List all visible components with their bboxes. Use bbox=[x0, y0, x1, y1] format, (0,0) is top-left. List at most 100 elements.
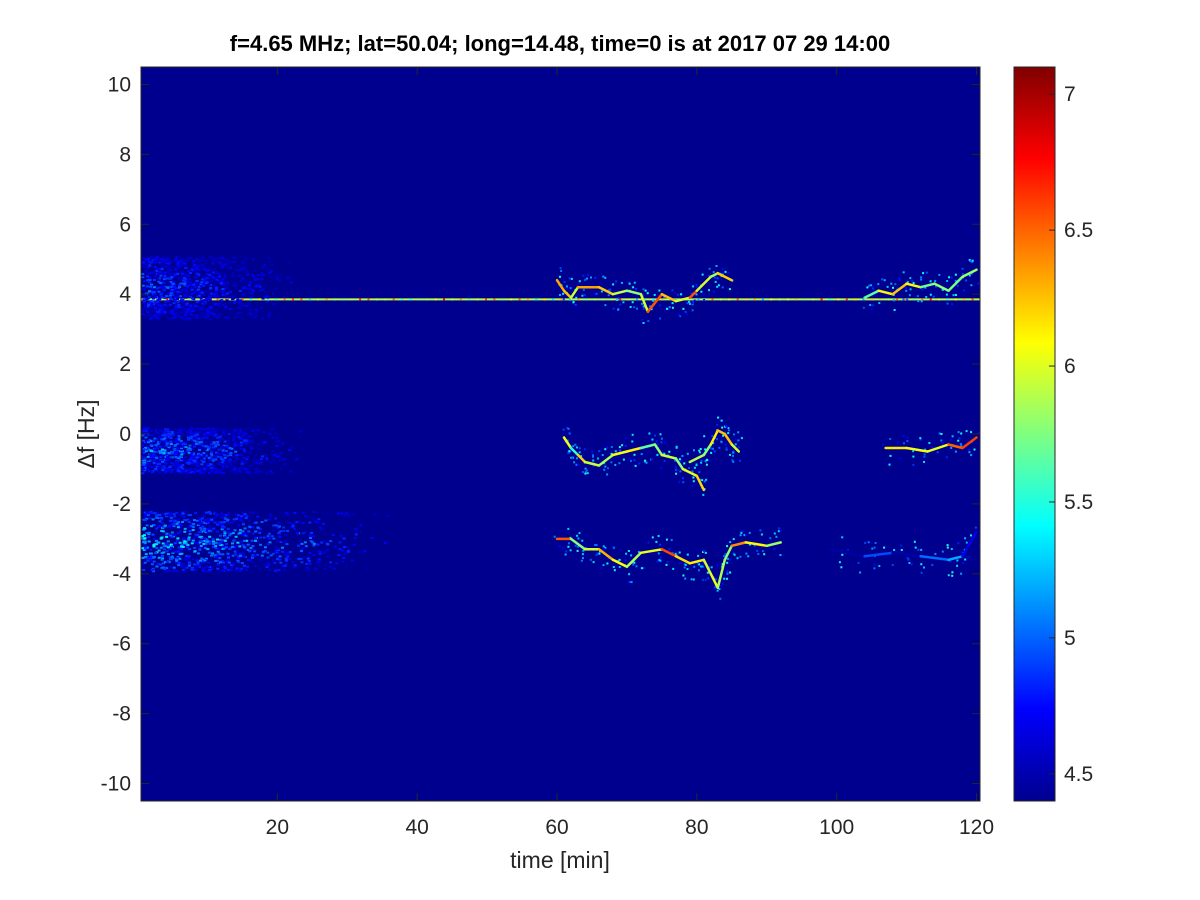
heat-cell bbox=[152, 447, 156, 450]
heat-cell bbox=[153, 512, 157, 515]
heat-cell bbox=[265, 457, 269, 460]
trace-speckle bbox=[700, 565, 703, 568]
heat-cell bbox=[184, 281, 188, 284]
heat-cell bbox=[241, 530, 245, 533]
trace-speckle bbox=[724, 553, 727, 556]
trace-speckle bbox=[970, 431, 973, 434]
trace-speckle bbox=[632, 563, 635, 566]
heat-cell bbox=[280, 550, 284, 553]
trace-speckle bbox=[628, 457, 631, 460]
heat-cell bbox=[214, 547, 218, 550]
x-tick-label: 20 bbox=[266, 816, 289, 839]
heat-cell bbox=[224, 535, 228, 538]
heat-cell bbox=[172, 280, 176, 283]
heat-cell bbox=[162, 551, 166, 554]
heat-cell bbox=[180, 552, 184, 555]
heat-cell bbox=[149, 453, 153, 456]
heat-cell bbox=[242, 456, 246, 459]
heat-cell bbox=[228, 290, 232, 293]
trace-speckle bbox=[690, 292, 693, 295]
trace-speckle bbox=[553, 535, 556, 538]
heat-cell bbox=[197, 437, 201, 440]
heat-cell bbox=[282, 306, 286, 309]
heat-cell bbox=[214, 472, 218, 474]
heat-cell bbox=[227, 258, 231, 261]
heat-cell bbox=[178, 263, 182, 266]
heat-cell bbox=[161, 522, 165, 525]
heat-cell bbox=[175, 259, 179, 262]
heat-cell bbox=[288, 558, 292, 561]
heat-cell bbox=[197, 431, 201, 434]
trace-speckle bbox=[920, 278, 923, 281]
trace-speckle bbox=[668, 548, 671, 551]
heat-cell bbox=[308, 552, 312, 555]
trace-speckle bbox=[946, 544, 949, 547]
heat-cell bbox=[249, 303, 253, 306]
heat-cell bbox=[164, 569, 168, 572]
heat-cell bbox=[258, 567, 262, 570]
heat-cell bbox=[157, 471, 161, 474]
heat-cell bbox=[167, 300, 171, 303]
heat-cell bbox=[241, 277, 245, 280]
y-tick-label: 6 bbox=[119, 213, 131, 236]
carrier-cell bbox=[485, 298, 487, 301]
heat-cell bbox=[218, 463, 222, 466]
heat-cell bbox=[171, 551, 175, 554]
heat-cell bbox=[260, 556, 264, 559]
heat-cell bbox=[214, 470, 218, 473]
heat-cell bbox=[277, 521, 281, 524]
heat-cell bbox=[200, 441, 204, 444]
trace-speckle bbox=[618, 462, 621, 465]
heat-cell bbox=[200, 312, 204, 315]
heat-cell bbox=[271, 450, 275, 452]
y-tick-label: 4 bbox=[119, 283, 131, 306]
heat-cell bbox=[255, 277, 259, 280]
heat-cell bbox=[182, 451, 186, 454]
trace-speckle bbox=[578, 280, 581, 283]
trace-speckle bbox=[642, 567, 645, 570]
trace-speckle bbox=[907, 558, 910, 561]
heat-cell bbox=[162, 447, 166, 450]
heat-cell bbox=[143, 288, 146, 291]
trace-speckle bbox=[678, 461, 681, 463]
heat-cell bbox=[184, 265, 188, 268]
trace-speckle bbox=[566, 427, 569, 429]
heat-cell bbox=[166, 514, 170, 517]
heat-cell bbox=[215, 271, 219, 274]
colorbar-tick-label: 6.5 bbox=[1064, 219, 1093, 242]
heat-cell bbox=[193, 264, 197, 267]
trace-speckle bbox=[606, 446, 609, 449]
heat-cell bbox=[278, 274, 282, 277]
heat-cell bbox=[224, 274, 228, 276]
heat-cell bbox=[155, 438, 159, 441]
heat-cell bbox=[158, 309, 162, 312]
heat-cell bbox=[266, 296, 270, 299]
heat-cell bbox=[202, 527, 206, 530]
heat-cell bbox=[161, 436, 165, 439]
heat-cell bbox=[172, 298, 176, 301]
heat-cell bbox=[248, 466, 252, 469]
heat-cell bbox=[239, 519, 242, 521]
heat-cell bbox=[177, 317, 181, 320]
heat-cell bbox=[178, 526, 182, 529]
heat-cell bbox=[184, 460, 188, 463]
heat-cell bbox=[300, 550, 303, 553]
trace-speckle bbox=[946, 546, 949, 549]
trace-speckle bbox=[657, 535, 660, 537]
heat-cell bbox=[159, 286, 163, 289]
heat-cell bbox=[158, 451, 162, 454]
heat-cell bbox=[144, 263, 148, 266]
heat-cell bbox=[312, 544, 316, 547]
trace-speckle bbox=[592, 459, 595, 462]
heat-cell bbox=[273, 273, 277, 275]
heat-cell bbox=[210, 312, 214, 315]
heat-cell bbox=[184, 296, 188, 299]
trace-speckle bbox=[629, 581, 632, 583]
trace-segment bbox=[716, 429, 727, 436]
heat-cell bbox=[183, 557, 187, 560]
trace-speckle bbox=[629, 306, 632, 308]
heat-cell bbox=[172, 313, 176, 316]
heat-cell bbox=[340, 512, 344, 515]
heat-cell bbox=[260, 462, 264, 465]
heat-cell bbox=[351, 513, 355, 516]
